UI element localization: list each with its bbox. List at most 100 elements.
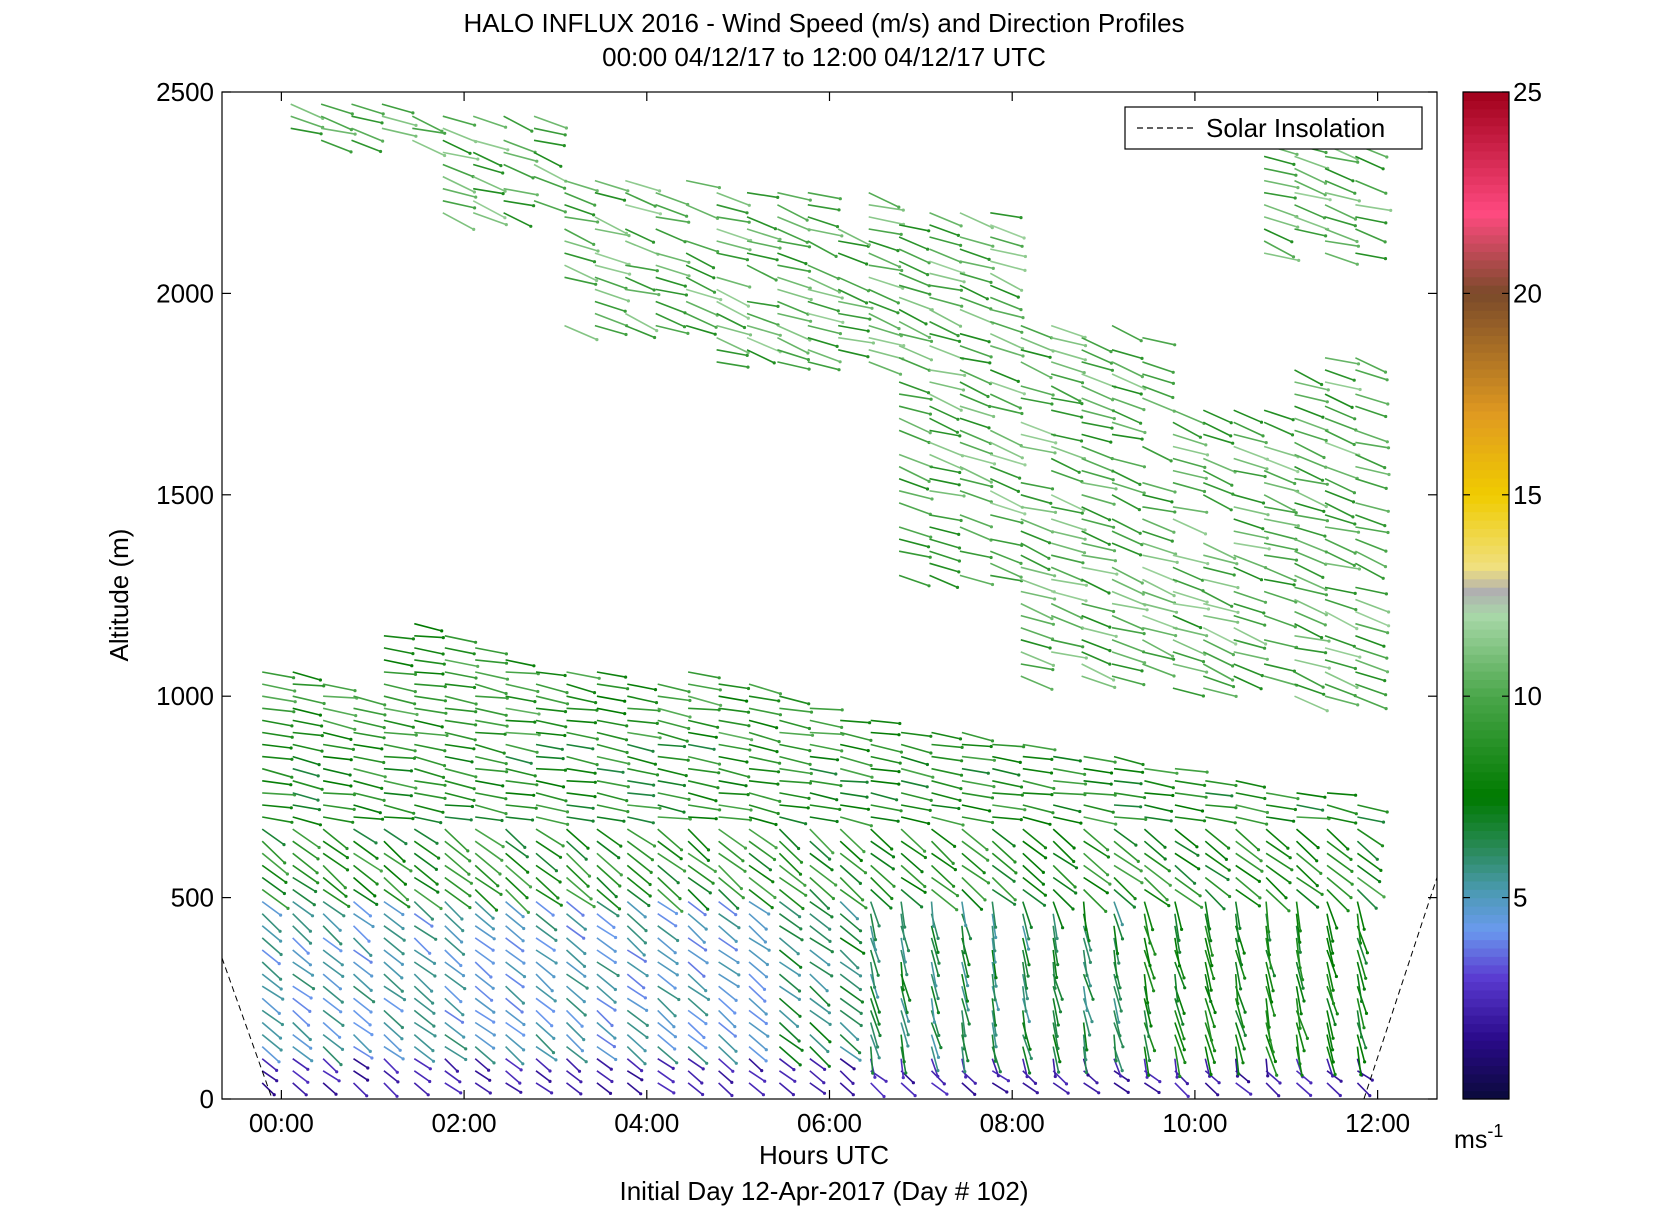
wind-vector-head bbox=[1042, 903, 1047, 907]
wind-vector-head bbox=[1198, 435, 1202, 439]
wind-vector-head bbox=[865, 262, 869, 266]
wind-vector-head bbox=[1048, 646, 1052, 650]
wind-vector bbox=[1113, 913, 1124, 940]
wind-vector bbox=[809, 792, 837, 801]
wind-vector bbox=[1081, 361, 1113, 372]
wind-vector bbox=[868, 228, 902, 236]
wind-vector bbox=[1174, 974, 1179, 1002]
wind-vector bbox=[505, 888, 529, 913]
wind-vector-head bbox=[865, 780, 869, 784]
wind-vector bbox=[442, 139, 471, 155]
wind-vector bbox=[1263, 663, 1295, 672]
wind-vector bbox=[961, 961, 969, 986]
y-tick-label: 500 bbox=[171, 883, 214, 913]
wind-vector bbox=[322, 743, 354, 751]
wind-vector bbox=[1233, 554, 1266, 569]
wind-vector-head bbox=[1200, 809, 1205, 813]
wind-vector bbox=[657, 767, 687, 777]
wind-vector-head bbox=[809, 297, 813, 302]
wind-vector bbox=[1294, 622, 1322, 639]
wind-vector-head bbox=[1378, 880, 1382, 884]
wind-vector-head bbox=[797, 989, 802, 993]
wind-vector bbox=[566, 961, 586, 977]
wind-vector-head bbox=[1375, 857, 1379, 861]
wind-vector-head bbox=[614, 1057, 618, 1062]
wind-vector bbox=[959, 417, 990, 429]
wind-vector bbox=[624, 191, 656, 207]
wind-vector bbox=[1022, 1058, 1028, 1077]
wind-vector-head bbox=[1066, 1091, 1070, 1095]
wind-vector-head bbox=[349, 150, 353, 154]
wind-vector-head bbox=[877, 1056, 881, 1060]
wind-vector bbox=[383, 707, 418, 716]
wind-vector-head bbox=[992, 414, 996, 419]
wind-vector-head bbox=[579, 1092, 583, 1096]
wind-vector-head bbox=[1331, 951, 1335, 955]
wind-vector bbox=[262, 707, 294, 713]
wind-vector-head bbox=[1287, 909, 1291, 913]
wind-vector bbox=[627, 683, 656, 691]
wind-vector-head bbox=[746, 710, 751, 714]
wind-vector-head bbox=[1360, 999, 1364, 1004]
wind-vector-head bbox=[774, 822, 778, 827]
wind-vector bbox=[1022, 961, 1028, 989]
wind-vector-head bbox=[1140, 375, 1144, 379]
wind-vector bbox=[809, 949, 830, 966]
wind-vector bbox=[535, 925, 557, 942]
wind-vector-head bbox=[671, 1080, 675, 1084]
wind-vector bbox=[566, 816, 594, 822]
wind-vector bbox=[991, 998, 997, 1026]
wind-vector-head bbox=[864, 906, 868, 910]
x-tick-label: 12:00 bbox=[1345, 1108, 1410, 1138]
wind-vector bbox=[594, 312, 627, 327]
wind-vector bbox=[748, 925, 766, 943]
wind-vector bbox=[290, 127, 322, 135]
colorbar-segment bbox=[1463, 352, 1509, 362]
wind-vector bbox=[1083, 755, 1116, 763]
wind-vector-head bbox=[1175, 999, 1180, 1003]
wind-vector-head bbox=[1358, 941, 1363, 945]
wind-vector-head bbox=[1320, 478, 1325, 482]
wind-vector bbox=[929, 441, 963, 457]
wind-vector bbox=[657, 816, 691, 820]
wind-vector-head bbox=[745, 258, 750, 262]
wind-vector bbox=[383, 755, 415, 760]
wind-vector-head bbox=[1114, 1059, 1118, 1063]
wind-vector bbox=[626, 949, 646, 962]
wind-vector-head bbox=[1383, 370, 1388, 374]
wind-vector bbox=[1204, 961, 1212, 991]
wind-vector-head bbox=[716, 786, 720, 790]
wind-vector bbox=[748, 707, 781, 716]
wind-vector-head bbox=[920, 905, 924, 909]
wind-vector-head bbox=[1178, 1074, 1182, 1079]
wind-vector bbox=[535, 937, 555, 951]
wind-vector bbox=[566, 780, 596, 784]
wind-vector-head bbox=[686, 758, 690, 762]
wind-vector bbox=[657, 719, 689, 730]
wind-vector bbox=[748, 828, 777, 849]
wind-vector-head bbox=[1020, 456, 1024, 460]
wind-vector bbox=[1052, 1010, 1058, 1037]
wind-vector-head bbox=[1195, 845, 1199, 849]
wind-vector bbox=[444, 1009, 463, 1023]
wind-vector bbox=[566, 767, 596, 774]
wind-vector bbox=[746, 312, 779, 326]
wind-vector-head bbox=[775, 726, 779, 730]
wind-vector-head bbox=[647, 903, 651, 908]
wind-vector bbox=[657, 1058, 674, 1070]
wind-vector-head bbox=[1056, 1023, 1060, 1027]
wind-vector-head bbox=[415, 712, 419, 717]
wind-vector bbox=[838, 324, 869, 332]
wind-vector bbox=[1263, 409, 1294, 421]
wind-vector bbox=[292, 1082, 307, 1096]
wind-vector-head bbox=[529, 224, 533, 228]
wind-vector-head bbox=[902, 1060, 906, 1064]
wind-vector-head bbox=[655, 721, 659, 726]
wind-vector bbox=[1265, 973, 1273, 1003]
wind-vector bbox=[657, 1021, 676, 1038]
wind-vector-head bbox=[1083, 358, 1087, 362]
wind-vector-head bbox=[1278, 1081, 1282, 1085]
wind-vector-head bbox=[503, 189, 507, 193]
wind-vector bbox=[292, 925, 312, 944]
wind-vector bbox=[1051, 433, 1082, 442]
